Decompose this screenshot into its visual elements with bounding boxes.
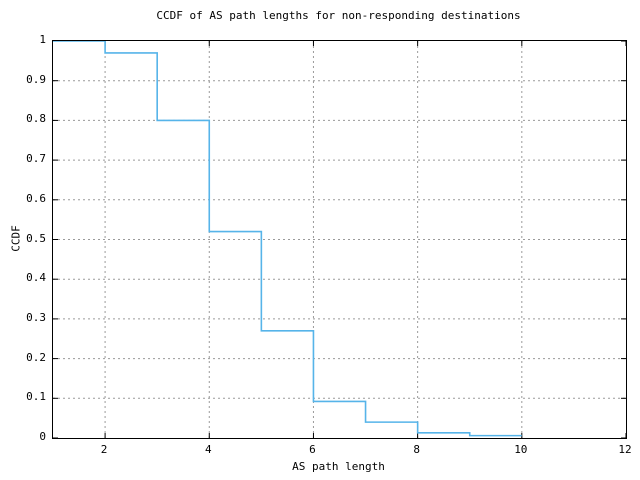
y-tick-label-1: 1 — [39, 33, 46, 46]
y-tick-label-0.2: 0.2 — [26, 350, 46, 364]
y-tick-label-0.8: 0.8 — [26, 112, 46, 126]
y-tick-label-0.7: 0.7 — [26, 152, 46, 166]
y-tick-label-0.9: 0.9 — [26, 72, 46, 86]
x-tick-label-2: 2 — [100, 443, 108, 456]
x-tick-label-4: 4 — [204, 443, 212, 456]
y-tick-label-0.5: 0.5 — [26, 231, 46, 245]
y-tick-label-0.4: 0.4 — [26, 271, 46, 285]
ccdf-step-line — [53, 41, 522, 437]
plot-area — [52, 40, 627, 439]
y-tick-label-0.6: 0.6 — [26, 191, 46, 205]
y-tick-label-0.3: 0.3 — [26, 310, 46, 324]
x-tick-label-8: 8 — [413, 443, 420, 456]
y-tick-label-0.1: 0.1 — [26, 390, 46, 404]
chart-title: CCDF of AS path lengths for non-respondi… — [156, 9, 521, 22]
plot-canvas — [53, 41, 626, 438]
x-axis-title: AS path length — [292, 460, 385, 473]
x-tick-label-12: 12 — [618, 443, 632, 456]
x-tick-label-10: 10 — [514, 443, 528, 456]
y-tick-label-0: 0 — [39, 430, 46, 443]
x-tick-label-6: 6 — [309, 443, 316, 456]
